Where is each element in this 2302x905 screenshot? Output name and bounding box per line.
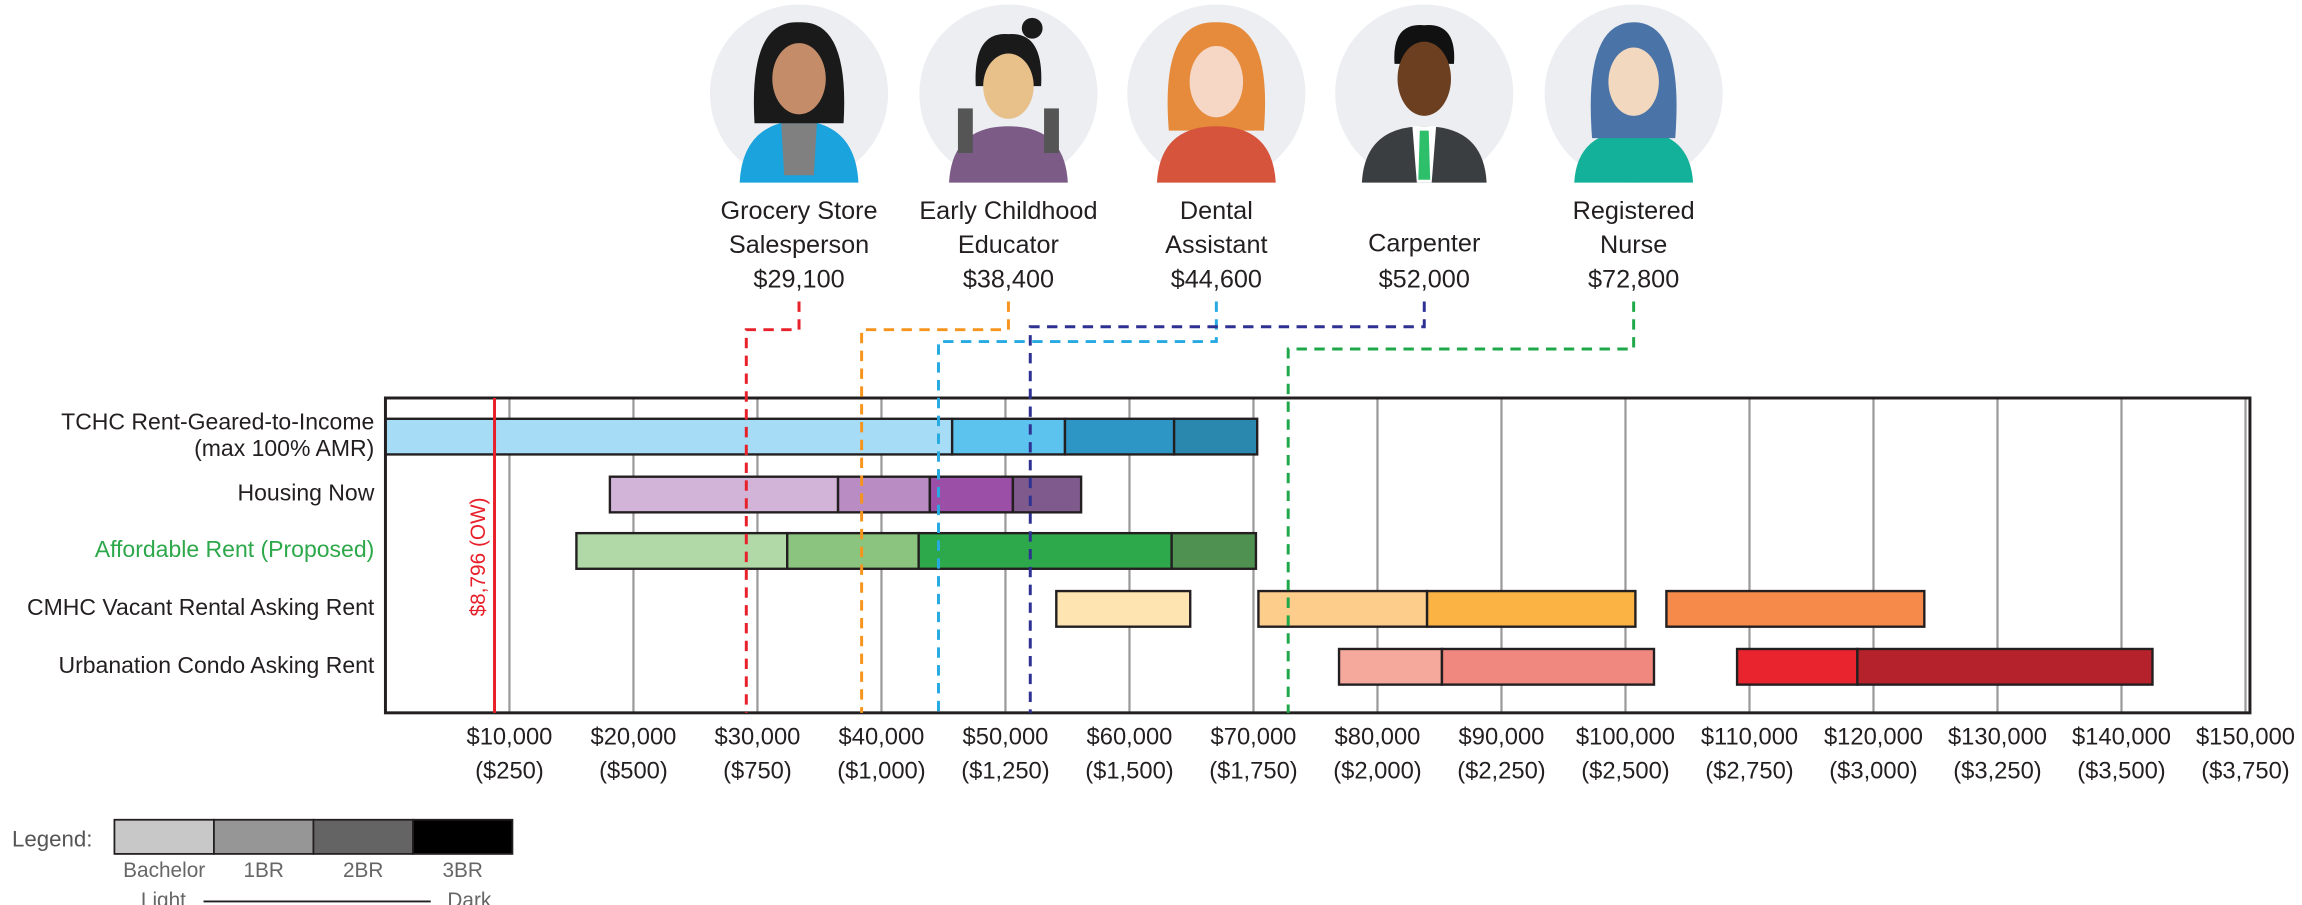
range-bar xyxy=(1056,591,1190,627)
x-tick-label: $110,000 xyxy=(1701,723,1798,750)
legend-label: 3BR xyxy=(442,859,482,882)
x-tick-rent-label: ($2,000) xyxy=(1333,758,1421,785)
x-tick-label: $80,000 xyxy=(1335,723,1421,750)
range-bar xyxy=(1442,649,1654,685)
person-salary: $72,800 xyxy=(1588,265,1679,293)
legend-dark: Dark xyxy=(447,889,491,905)
row-label: (max 100% AMR) xyxy=(194,435,374,461)
reference-label: $8,796 (OW) xyxy=(467,497,490,616)
range-bar xyxy=(1013,477,1081,513)
x-tick-label: $10,000 xyxy=(467,723,553,750)
x-tick-label: $130,000 xyxy=(1948,723,2047,750)
row-label: TCHC Rent-Geared-to-Income xyxy=(61,408,374,434)
range-bar xyxy=(1339,649,1442,685)
legend-title: Legend: xyxy=(12,826,92,851)
person-title: Educator xyxy=(958,231,1059,259)
x-tick-label: $100,000 xyxy=(1576,723,1675,750)
range-bar xyxy=(1174,419,1257,455)
range-bar xyxy=(1172,533,1256,569)
x-tick-rent-label: ($750) xyxy=(723,758,792,785)
page: {"chart_data": { "type": "range-bar", "x… xyxy=(0,0,2302,905)
avatar xyxy=(1335,4,1513,182)
x-tick-rent-label: ($3,000) xyxy=(1829,758,1917,785)
person-salary: $29,100 xyxy=(753,265,844,293)
person-salary: $38,400 xyxy=(963,265,1054,293)
range-bar xyxy=(1666,591,1924,627)
range-bar xyxy=(1857,649,2152,685)
legend-swatch xyxy=(214,820,313,854)
person-salary: $52,000 xyxy=(1379,265,1470,293)
x-tick-rent-label: ($1,250) xyxy=(961,758,1049,785)
x-tick-rent-label: ($2,750) xyxy=(1705,758,1793,785)
row-label: CMHC Vacant Rental Asking Rent xyxy=(27,594,375,620)
x-tick-rent-label: ($3,750) xyxy=(2201,758,2289,785)
x-tick-label: $30,000 xyxy=(715,723,801,750)
x-tick-rent-label: ($250) xyxy=(475,758,544,785)
person-title: Registered xyxy=(1573,197,1695,225)
x-tick-label: $140,000 xyxy=(2072,723,2171,750)
row-label: Housing Now xyxy=(238,480,375,506)
x-tick-label: $150,000 xyxy=(2196,723,2295,750)
avatar xyxy=(919,4,1097,182)
range-bar xyxy=(919,533,1172,569)
range-bar xyxy=(838,477,930,513)
avatar xyxy=(710,4,888,182)
person-title: Early Childhood xyxy=(919,197,1097,225)
x-tick-rent-label: ($2,250) xyxy=(1457,758,1545,785)
x-tick-label: $90,000 xyxy=(1459,723,1545,750)
legend-swatch xyxy=(313,820,412,854)
person-salary: $44,600 xyxy=(1171,265,1262,293)
x-tick-rent-label: ($2,500) xyxy=(1581,758,1669,785)
x-tick-rent-label: ($1,750) xyxy=(1209,758,1297,785)
x-tick-rent-label: ($500) xyxy=(599,758,668,785)
x-tick-label: $60,000 xyxy=(1087,723,1173,750)
x-tick-rent-label: ($1,500) xyxy=(1085,758,1173,785)
x-tick-label: $50,000 xyxy=(963,723,1049,750)
x-tick-label: $20,000 xyxy=(591,723,677,750)
legend-swatch xyxy=(114,820,213,854)
x-tick-label: $70,000 xyxy=(1211,723,1297,750)
range-bar xyxy=(576,533,787,569)
x-tick-label: $120,000 xyxy=(1824,723,1923,750)
range-bar xyxy=(952,419,1065,455)
range-bar xyxy=(930,477,1013,513)
person-title: Salesperson xyxy=(729,231,869,259)
x-tick-rent-label: ($1,000) xyxy=(837,758,925,785)
range-bar xyxy=(1065,419,1174,455)
avatar xyxy=(1127,4,1305,182)
legend-label: 2BR xyxy=(343,859,383,882)
legend-swatch xyxy=(413,820,512,854)
person-title: Dental xyxy=(1180,197,1253,225)
person-title: Grocery Store xyxy=(721,197,878,225)
legend-light: Light xyxy=(141,889,186,905)
range-bar xyxy=(1258,591,1427,627)
chart: $10,000 ($250) $20,000 ($500) $30,000 ($750) $… xyxy=(0,0,2302,905)
row-label: Urbanation Condo Asking Rent xyxy=(58,652,374,678)
avatars xyxy=(710,4,1723,182)
legend-label: Bachelor xyxy=(123,859,205,882)
x-tick-rent-label: ($3,250) xyxy=(1953,758,2041,785)
legend-label: 1BR xyxy=(243,859,283,882)
range-bar xyxy=(787,533,918,569)
range-bar xyxy=(1427,591,1635,627)
person-title: Assistant xyxy=(1165,231,1267,259)
row-label: Affordable Rent (Proposed) xyxy=(95,536,375,562)
x-tick-rent-label: ($3,500) xyxy=(2077,758,2165,785)
range-bar xyxy=(385,419,952,455)
person-title: Nurse xyxy=(1600,231,1667,259)
avatar xyxy=(1545,4,1723,182)
range-bar xyxy=(610,477,838,513)
x-tick-label: $40,000 xyxy=(839,723,925,750)
range-bar xyxy=(1737,649,1857,685)
person-title: Carpenter xyxy=(1368,230,1480,258)
